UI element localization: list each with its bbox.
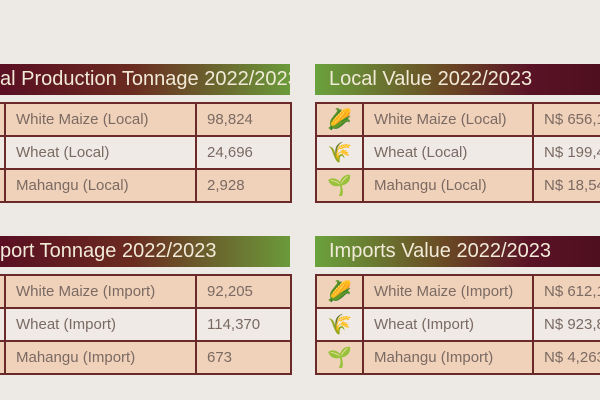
imports-value-header: Imports Value 2022/2023	[315, 236, 600, 267]
table-row: 🌽 White Maize (Local) N$ 656,1	[315, 102, 600, 137]
table-row: 🌽 White Maize (Import) N$ 612,1	[315, 274, 600, 309]
mahangu-icon: 🌱	[315, 340, 364, 375]
row-value: 2,928	[195, 168, 292, 203]
row-value: 92,205	[195, 274, 292, 309]
row-label: Wheat (Import)	[362, 307, 534, 342]
imports-value-table: 🌽 White Maize (Import) N$ 612,1 🌾 Wheat (Im…	[315, 274, 600, 375]
import-tonnage-header: port Tonnage 2022/2023	[0, 236, 290, 267]
row-value: 24,696	[195, 135, 292, 170]
row-label: Mahangu (Local)	[4, 168, 197, 203]
table-row: White Maize (Import) 92,205	[0, 274, 292, 309]
wheat-icon: 🌾	[315, 135, 364, 170]
import-tonnage-table: White Maize (Import) 92,205 Wheat (Import…	[0, 274, 292, 375]
wheat-icon: 🌾	[315, 307, 364, 342]
local-value-header: Local Value 2022/2023	[315, 64, 600, 95]
maize-icon: 🌽	[315, 274, 364, 309]
table-row: White Maize (Local) 98,824	[0, 102, 292, 137]
maize-icon: 🌽	[315, 102, 364, 137]
table-row: Wheat (Import) 114,370	[0, 307, 292, 342]
maize-icon	[0, 102, 6, 137]
table-row: 🌱 Mahangu (Import) N$ 4,263	[315, 340, 600, 375]
row-label: White Maize (Local)	[4, 102, 197, 137]
mahangu-icon	[0, 340, 6, 375]
local-production-tonnage-table: White Maize (Local) 98,824 Wheat (Local) 2…	[0, 102, 292, 203]
wheat-icon	[0, 307, 6, 342]
table-row: Mahangu (Local) 2,928	[0, 168, 292, 203]
row-label: Mahangu (Import)	[4, 340, 197, 375]
wheat-icon	[0, 135, 6, 170]
row-label: White Maize (Import)	[362, 274, 534, 309]
row-label: Wheat (Import)	[4, 307, 197, 342]
row-label: Wheat (Local)	[362, 135, 534, 170]
row-label: White Maize (Import)	[4, 274, 197, 309]
row-label: Wheat (Local)	[4, 135, 197, 170]
mahangu-icon	[0, 168, 6, 203]
row-label: Mahangu (Import)	[362, 340, 534, 375]
mahangu-icon: 🌱	[315, 168, 364, 203]
row-value: 114,370	[195, 307, 292, 342]
table-row: 🌾 Wheat (Import) N$ 923,8	[315, 307, 600, 342]
row-label: Mahangu (Local)	[362, 168, 534, 203]
row-value: 673	[195, 340, 292, 375]
row-value: N$ 18,54	[532, 168, 600, 203]
row-value: N$ 199,4	[532, 135, 600, 170]
row-label: White Maize (Local)	[362, 102, 534, 137]
table-row: Mahangu (Import) 673	[0, 340, 292, 375]
local-production-tonnage-header: al Production Tonnage 2022/2023	[0, 64, 290, 95]
local-value-table: 🌽 White Maize (Local) N$ 656,1 🌾 Wheat (Loc…	[315, 102, 600, 203]
row-value: N$ 923,8	[532, 307, 600, 342]
maize-icon	[0, 274, 6, 309]
row-value: N$ 4,263	[532, 340, 600, 375]
table-row: 🌾 Wheat (Local) N$ 199,4	[315, 135, 600, 170]
table-row: Wheat (Local) 24,696	[0, 135, 292, 170]
row-value: N$ 612,1	[532, 274, 600, 309]
row-value: 98,824	[195, 102, 292, 137]
table-row: 🌱 Mahangu (Local) N$ 18,54	[315, 168, 600, 203]
row-value: N$ 656,1	[532, 102, 600, 137]
